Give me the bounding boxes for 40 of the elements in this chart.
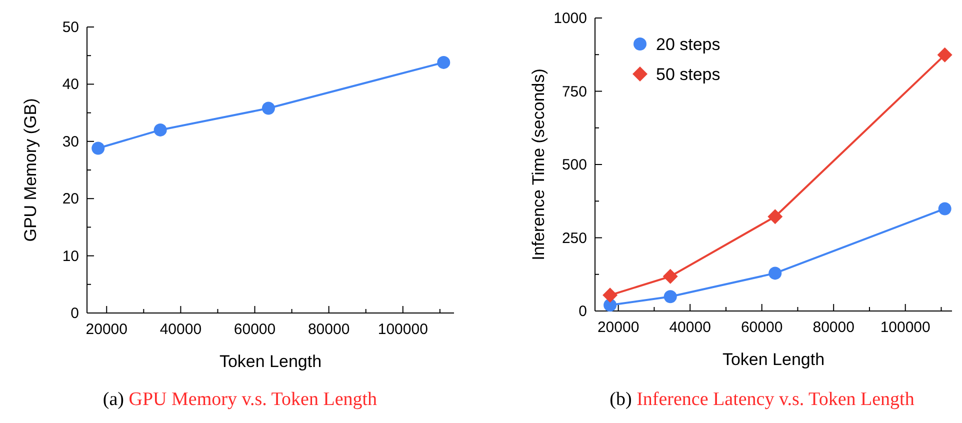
x-tick-label: 20000 (86, 321, 128, 338)
y-axis-title: Inference Time (seconds) (529, 68, 548, 260)
y-tick-label: 20 (62, 190, 79, 208)
point (262, 102, 275, 115)
legend-label: 50 steps (656, 65, 720, 84)
x-tick-label: 40000 (160, 321, 202, 338)
text: (a) GPU Memory v.s. Token Length (102, 389, 378, 410)
point (154, 123, 167, 136)
x-tick-label: 80000 (812, 319, 854, 336)
y-tick-label: 50 (62, 19, 79, 36)
point (437, 56, 450, 69)
text: (b) Inference Latency v.s. Token Length (610, 389, 915, 410)
point (768, 266, 782, 280)
point (602, 288, 618, 303)
y-tick-label: 250 (562, 230, 587, 247)
y-axis-title: GPU Memory (GB) (21, 98, 40, 242)
legend-label: 20 steps (656, 35, 720, 54)
y-tick-label: 30 (62, 133, 79, 150)
point (664, 290, 677, 304)
x-tick-label: 60000 (740, 319, 783, 336)
point (92, 142, 105, 155)
x-tick-label: 80000 (308, 321, 350, 338)
x-axis-title: Token Length (219, 352, 322, 371)
point (662, 268, 678, 284)
point (938, 202, 952, 216)
y-tick-label: 750 (562, 83, 587, 100)
x-tick-label: 100000 (880, 319, 930, 336)
x-tick-label: 40000 (669, 319, 711, 336)
y-tick-label: 500 (562, 156, 587, 174)
y-tick-label: 1000 (554, 10, 587, 27)
y-tick-label: 40 (62, 76, 79, 94)
y-tick-label: 10 (62, 248, 79, 265)
point (768, 209, 783, 224)
x-axis-title: Token Length (722, 350, 825, 369)
x-tick-label: 20000 (597, 319, 640, 336)
x-tick-label: 100000 (378, 321, 428, 338)
point (937, 47, 952, 62)
y-tick-label: 0 (578, 303, 587, 320)
x-tick-label: 60000 (234, 321, 276, 338)
y-tick-label: 0 (70, 305, 79, 322)
